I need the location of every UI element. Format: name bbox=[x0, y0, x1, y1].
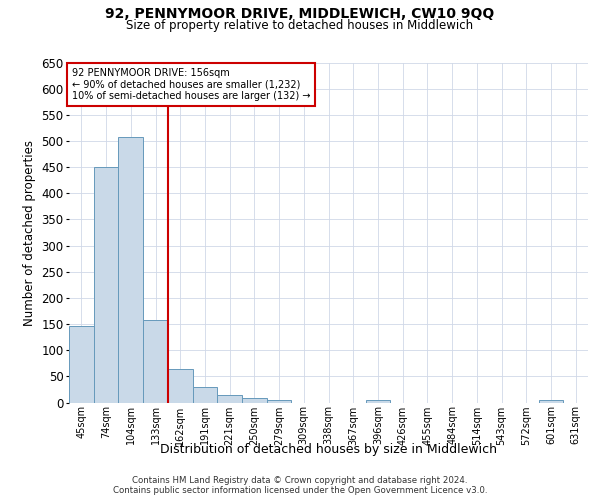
Y-axis label: Number of detached properties: Number of detached properties bbox=[23, 140, 35, 326]
Text: 92 PENNYMOOR DRIVE: 156sqm
← 90% of detached houses are smaller (1,232)
10% of s: 92 PENNYMOOR DRIVE: 156sqm ← 90% of deta… bbox=[71, 68, 310, 101]
Bar bbox=[168, 368, 193, 402]
Bar bbox=[539, 400, 563, 402]
Bar bbox=[118, 137, 143, 402]
Bar bbox=[365, 400, 390, 402]
Text: Contains HM Land Registry data © Crown copyright and database right 2024.: Contains HM Land Registry data © Crown c… bbox=[132, 476, 468, 485]
Bar bbox=[94, 167, 118, 402]
Text: Contains public sector information licensed under the Open Government Licence v3: Contains public sector information licen… bbox=[113, 486, 487, 495]
Bar bbox=[242, 398, 267, 402]
Text: Size of property relative to detached houses in Middlewich: Size of property relative to detached ho… bbox=[127, 19, 473, 32]
Bar bbox=[69, 326, 94, 402]
Text: Distribution of detached houses by size in Middlewich: Distribution of detached houses by size … bbox=[160, 442, 497, 456]
Bar bbox=[267, 400, 292, 402]
Text: 92, PENNYMOOR DRIVE, MIDDLEWICH, CW10 9QQ: 92, PENNYMOOR DRIVE, MIDDLEWICH, CW10 9Q… bbox=[106, 8, 494, 22]
Bar bbox=[143, 320, 168, 402]
Bar bbox=[217, 395, 242, 402]
Bar bbox=[193, 387, 217, 402]
